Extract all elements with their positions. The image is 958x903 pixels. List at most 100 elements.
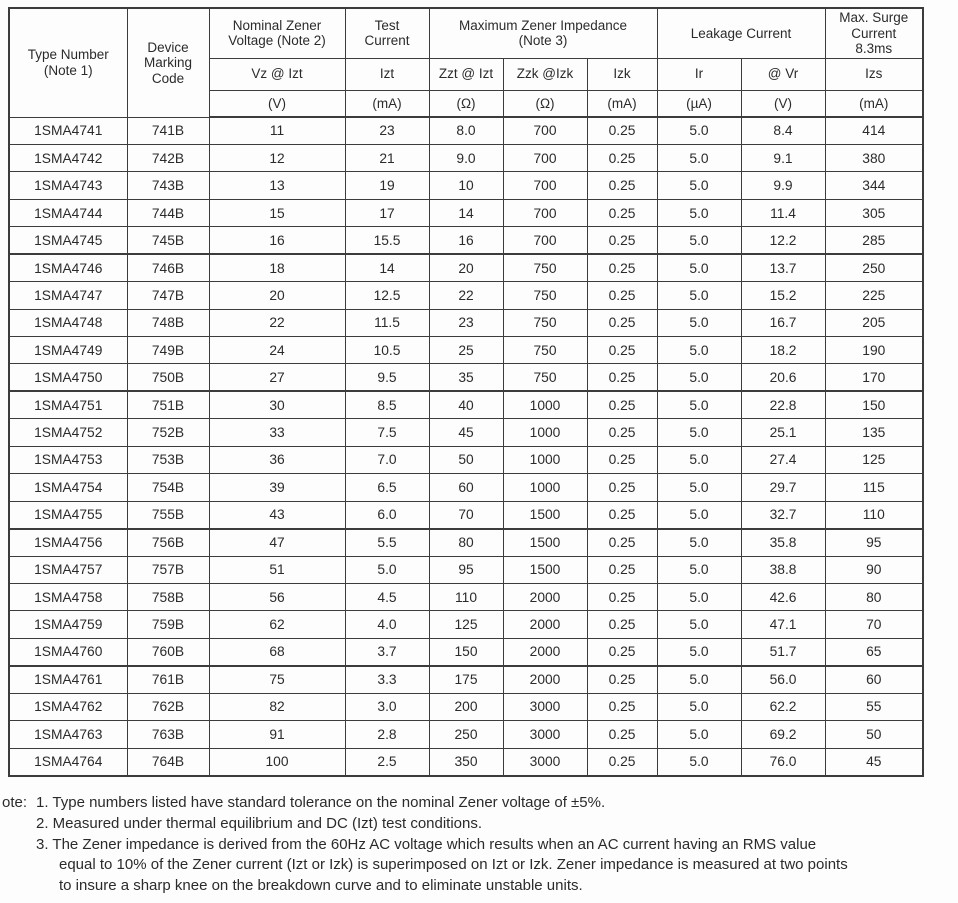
subheader-izk: Izk [586, 57, 658, 91]
table-row: 1SMA4747 747B 20 12.5 22 750 0.25 5.0 15.2 225 [8, 281, 924, 310]
izk-cell: 0.25 [586, 500, 658, 530]
vr-cell: 11.4 [740, 198, 826, 228]
unit-vz: (V) [208, 89, 346, 118]
vz-cell: 62 [208, 610, 346, 639]
ir-cell: 5.0 [656, 555, 742, 584]
izt-cell: 7.0 [344, 445, 430, 475]
vz-cell: 30 [208, 390, 346, 420]
type-number-cell: 1SMA4752 [8, 418, 128, 447]
ir-cell: 5.0 [656, 390, 742, 420]
izs-cell: 225 [824, 281, 924, 310]
vz-cell: 91 [208, 720, 346, 749]
vr-cell: 25.1 [740, 418, 826, 447]
izs-cell: 285 [824, 226, 924, 255]
zzk-cell: 700 [502, 198, 588, 228]
izs-cell: 60 [824, 664, 924, 694]
unit-izt: (mA) [344, 89, 430, 118]
vr-cell: 47.1 [740, 610, 826, 639]
type-number-cell: 1SMA4744 [8, 198, 128, 228]
izt-cell: 21 [344, 143, 430, 173]
type-number-cell: 1SMA4759 [8, 610, 128, 639]
izt-cell: 3.0 [344, 692, 430, 722]
zzk-cell: 700 [502, 143, 588, 173]
izs-cell: 95 [824, 527, 924, 557]
zzt-cell: 45 [428, 418, 504, 447]
subheader-ir: Ir [656, 57, 742, 91]
zzt-cell: 22 [428, 281, 504, 310]
izt-cell: 4.0 [344, 610, 430, 639]
izs-cell: 305 [824, 198, 924, 228]
vz-cell: 100 [208, 747, 346, 777]
izk-cell: 0.25 [586, 637, 658, 667]
zzt-cell: 125 [428, 610, 504, 639]
table-row: 1SMA4748 748B 22 11.5 23 750 0.25 5.0 16.7 205 [8, 308, 924, 338]
type-number-cell: 1SMA4764 [8, 747, 128, 777]
izs-cell: 65 [824, 637, 924, 667]
zzk-cell: 1000 [502, 445, 588, 475]
col-header-max-zener-impedance: Maximum Zener Impedance (Note 3) [428, 7, 658, 59]
type-number-cell: 1SMA4755 [8, 500, 128, 530]
zzt-cell: 40 [428, 390, 504, 420]
marking-code-cell: 745B [126, 226, 210, 255]
vr-cell: 69.2 [740, 720, 826, 749]
izk-cell: 0.25 [586, 747, 658, 777]
subheader-zzt: Zzt @ Izt [428, 57, 504, 91]
table-row: 1SMA4757 757B 51 5.0 95 1500 0.25 5.0 38.8 90 [8, 555, 924, 584]
note-item-2: 2. Measured under thermal equilibrium an… [36, 814, 483, 832]
subheader-vz: Vz @ Izt [208, 57, 346, 91]
vr-cell: 38.8 [740, 555, 826, 584]
marking-code-cell: 759B [126, 610, 210, 639]
vz-cell: 24 [208, 335, 346, 365]
vz-cell: 47 [208, 527, 346, 557]
ir-cell: 5.0 [656, 692, 742, 722]
izk-cell: 0.25 [586, 335, 658, 365]
vz-cell: 12 [208, 143, 346, 173]
type-number-cell: 1SMA4749 [8, 335, 128, 365]
zzt-cell: 25 [428, 335, 504, 365]
ir-cell: 5.0 [656, 445, 742, 475]
izk-cell: 0.25 [586, 555, 658, 584]
ir-cell: 5.0 [656, 610, 742, 639]
table-row: 1SMA4760 760B 68 3.7 150 2000 0.25 5.0 51.7 65 [8, 637, 924, 667]
type-number-cell: 1SMA4762 [8, 692, 128, 722]
table-row: 1SMA4764 764B 100 2.5 350 3000 0.25 5.0 76.0 45 [8, 747, 924, 777]
table-row: 1SMA4744 744B 15 17 14 700 0.25 5.0 11.4 305 [8, 198, 924, 228]
zzk-cell: 700 [502, 116, 588, 145]
notes-section: ote: 1. Type numbers listed have standar… [2, 793, 956, 897]
zzt-cell: 350 [428, 747, 504, 777]
zzt-cell: 175 [428, 664, 504, 694]
vz-cell: 18 [208, 253, 346, 283]
izk-cell: 0.25 [586, 473, 658, 502]
table-row: 1SMA4751 751B 30 8.5 40 1000 0.25 5.0 22.8 150 [8, 390, 924, 420]
vz-cell: 13 [208, 171, 346, 200]
unit-ir: (µA) [656, 89, 742, 118]
table-row: 1SMA4750 750B 27 9.5 35 750 0.25 5.0 20.6 170 [8, 363, 924, 392]
ir-cell: 5.0 [656, 198, 742, 228]
vz-cell: 22 [208, 308, 346, 338]
zzk-cell: 700 [502, 171, 588, 200]
vr-cell: 32.7 [740, 500, 826, 530]
zzt-cell: 110 [428, 582, 504, 612]
ir-cell: 5.0 [656, 418, 742, 447]
col-header-device-marking: Device Marking Code [126, 7, 210, 118]
marking-code-cell: 750B [126, 363, 210, 392]
izk-cell: 0.25 [586, 363, 658, 392]
zzt-cell: 14 [428, 198, 504, 228]
table-row: 1SMA4753 753B 36 7.0 50 1000 0.25 5.0 27.4 125 [8, 445, 924, 475]
izk-cell: 0.25 [586, 610, 658, 639]
type-number-cell: 1SMA4757 [8, 555, 128, 584]
izs-cell: 110 [824, 500, 924, 530]
vz-cell: 20 [208, 281, 346, 310]
zzt-cell: 150 [428, 637, 504, 667]
vr-cell: 27.4 [740, 445, 826, 475]
izs-cell: 205 [824, 308, 924, 338]
col-header-type-number: Type Number (Note 1) [8, 7, 128, 118]
unit-zzk: (Ω) [502, 89, 588, 118]
col-header-test-current: Test Current [344, 7, 430, 59]
table-body: 1SMA4741 741B 11 23 8.0 700 0.25 5.0 8.4 414 1SMA4… [8, 116, 924, 777]
izs-cell: 115 [824, 473, 924, 502]
marking-code-cell: 747B [126, 281, 210, 310]
vr-cell: 51.7 [740, 637, 826, 667]
type-number-cell: 1SMA4756 [8, 527, 128, 557]
zzt-cell: 50 [428, 445, 504, 475]
